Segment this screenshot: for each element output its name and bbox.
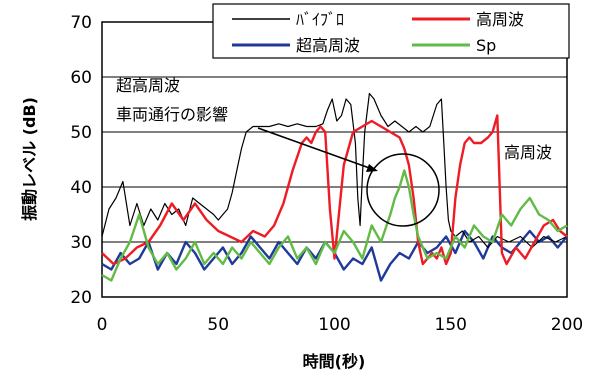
- y-tick-label: 40: [70, 178, 92, 198]
- legend-item-vibro: ﾊﾞｲﾌﾞﾛ: [232, 10, 344, 29]
- legend-label: Sp: [476, 36, 496, 55]
- gridlines: [102, 76, 567, 243]
- legend: ﾊﾞｲﾌﾞﾛ 高周波 超高周波 Sp: [212, 3, 570, 59]
- x-tick-label: 0: [97, 315, 108, 335]
- x-tick-label: 200: [551, 315, 583, 335]
- legend-label: ﾊﾞｲﾌﾞﾛ: [296, 10, 344, 29]
- y-tick-label: 30: [70, 233, 92, 253]
- annotation-arrow: [257, 127, 378, 172]
- y-axis-title: 振動レベル (dB): [20, 97, 39, 221]
- x-tick-label: 150: [435, 315, 467, 335]
- y-tick-label: 60: [70, 68, 92, 88]
- series-line: [101, 114, 568, 266]
- legend-item-high-freq: 高周波: [412, 10, 524, 29]
- y-tick-label: 20: [70, 288, 92, 308]
- annotation-circle: [366, 153, 440, 227]
- y-tick-label: 50: [70, 123, 92, 143]
- y-tick-label: 70: [70, 13, 92, 33]
- series-layer: [101, 92, 568, 282]
- legend-label: 超高周波: [296, 36, 360, 55]
- x-tick-labels: 0 50 100 150 200: [97, 315, 584, 335]
- legend-item-ultra-high-freq: 超高周波: [232, 36, 360, 55]
- legend-item-sp: Sp: [412, 36, 496, 55]
- legend-label: 高周波: [476, 10, 524, 29]
- annotation-traffic: 車両通行の影響: [116, 105, 228, 124]
- x-axis-title: 時間(秒): [303, 352, 366, 371]
- annotation-ultra-high: 超高周波: [116, 76, 180, 95]
- legend-box: [212, 3, 570, 59]
- series-line: [101, 169, 568, 282]
- x-tick-label: 50: [207, 315, 229, 335]
- annotation-high: 高周波: [504, 143, 552, 162]
- y-tick-labels: 20 30 40 50 60 70: [70, 13, 92, 308]
- x-tick-label: 100: [318, 315, 350, 335]
